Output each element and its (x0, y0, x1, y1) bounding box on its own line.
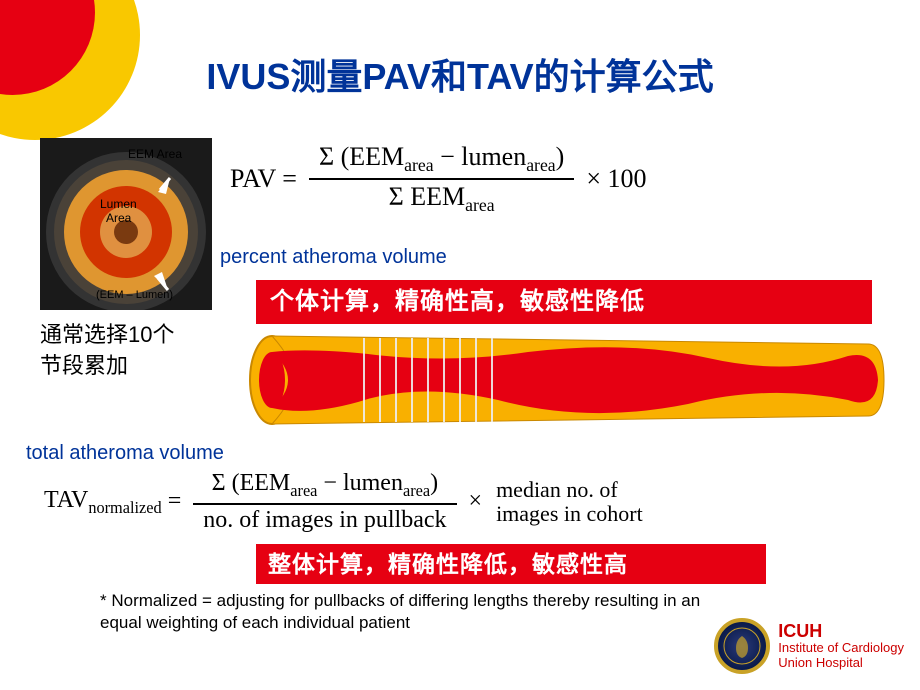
pav-label: percent atheroma volume (220, 246, 447, 269)
ivus-label-diff: (EEM – Lumen) (96, 289, 173, 301)
tav-mult: × (469, 488, 483, 515)
logo-text: ICUH Institute of Cardiology Union Hospi… (778, 621, 904, 672)
slide-title: IVUS测量PAV和TAV的计算公式 (0, 48, 920, 100)
pav-numerator: Σ (EEMarea − lumenarea) (309, 140, 574, 180)
pav-denominator: Σ EEMarea (309, 180, 574, 218)
pav-note-bar: 个体计算，精确性高，敏感性降低 (256, 280, 872, 324)
pav-formula: PAV = Σ (EEMarea − lumenarea) Σ EEMarea … (230, 140, 646, 218)
tav-mult-text: median no. ofimages in cohort (496, 478, 643, 526)
footnote: * Normalized = adjusting for pullbacks o… (100, 590, 720, 634)
ivus-label-eem: EEM Area (128, 147, 182, 161)
pav-eq: = (282, 164, 297, 194)
tav-eq: = (168, 488, 182, 515)
tav-formula: TAVnormalized = Σ (EEMarea − lumenarea) … (44, 468, 643, 536)
logo-seal-icon (714, 618, 770, 674)
ivus-caption: 通常选择10个节段累加 (40, 320, 240, 382)
tav-numerator: Σ (EEMarea − lumenarea) (193, 468, 456, 505)
ivus-label-lumen-1: Lumen (100, 197, 137, 211)
ivus-cross-section-image: EEM Area Lumen Area (EEM – Lumen) (40, 138, 212, 310)
pav-fraction: Σ (EEMarea − lumenarea) Σ EEMarea (309, 140, 574, 218)
pav-lhs: PAV (230, 164, 276, 194)
tav-lhs: TAVnormalized (44, 487, 162, 518)
logo-hospital: Union Hospital (778, 656, 904, 671)
institution-logo: ICUH Institute of Cardiology Union Hospi… (714, 618, 904, 674)
logo-acronym: ICUH (778, 621, 904, 642)
tav-label: total atheroma volume (26, 442, 224, 465)
tav-denominator: no. of images in pullback (193, 505, 456, 536)
artery-diagram (248, 330, 888, 430)
pav-tail: × 100 (586, 164, 646, 194)
ivus-label-lumen-2: Area (106, 211, 132, 225)
tav-fraction: Σ (EEMarea − lumenarea) no. of images in… (193, 468, 456, 536)
tav-note-bar: 整体计算，精确性降低，敏感性高 (256, 544, 766, 584)
logo-institute: Institute of Cardiology (778, 641, 904, 656)
